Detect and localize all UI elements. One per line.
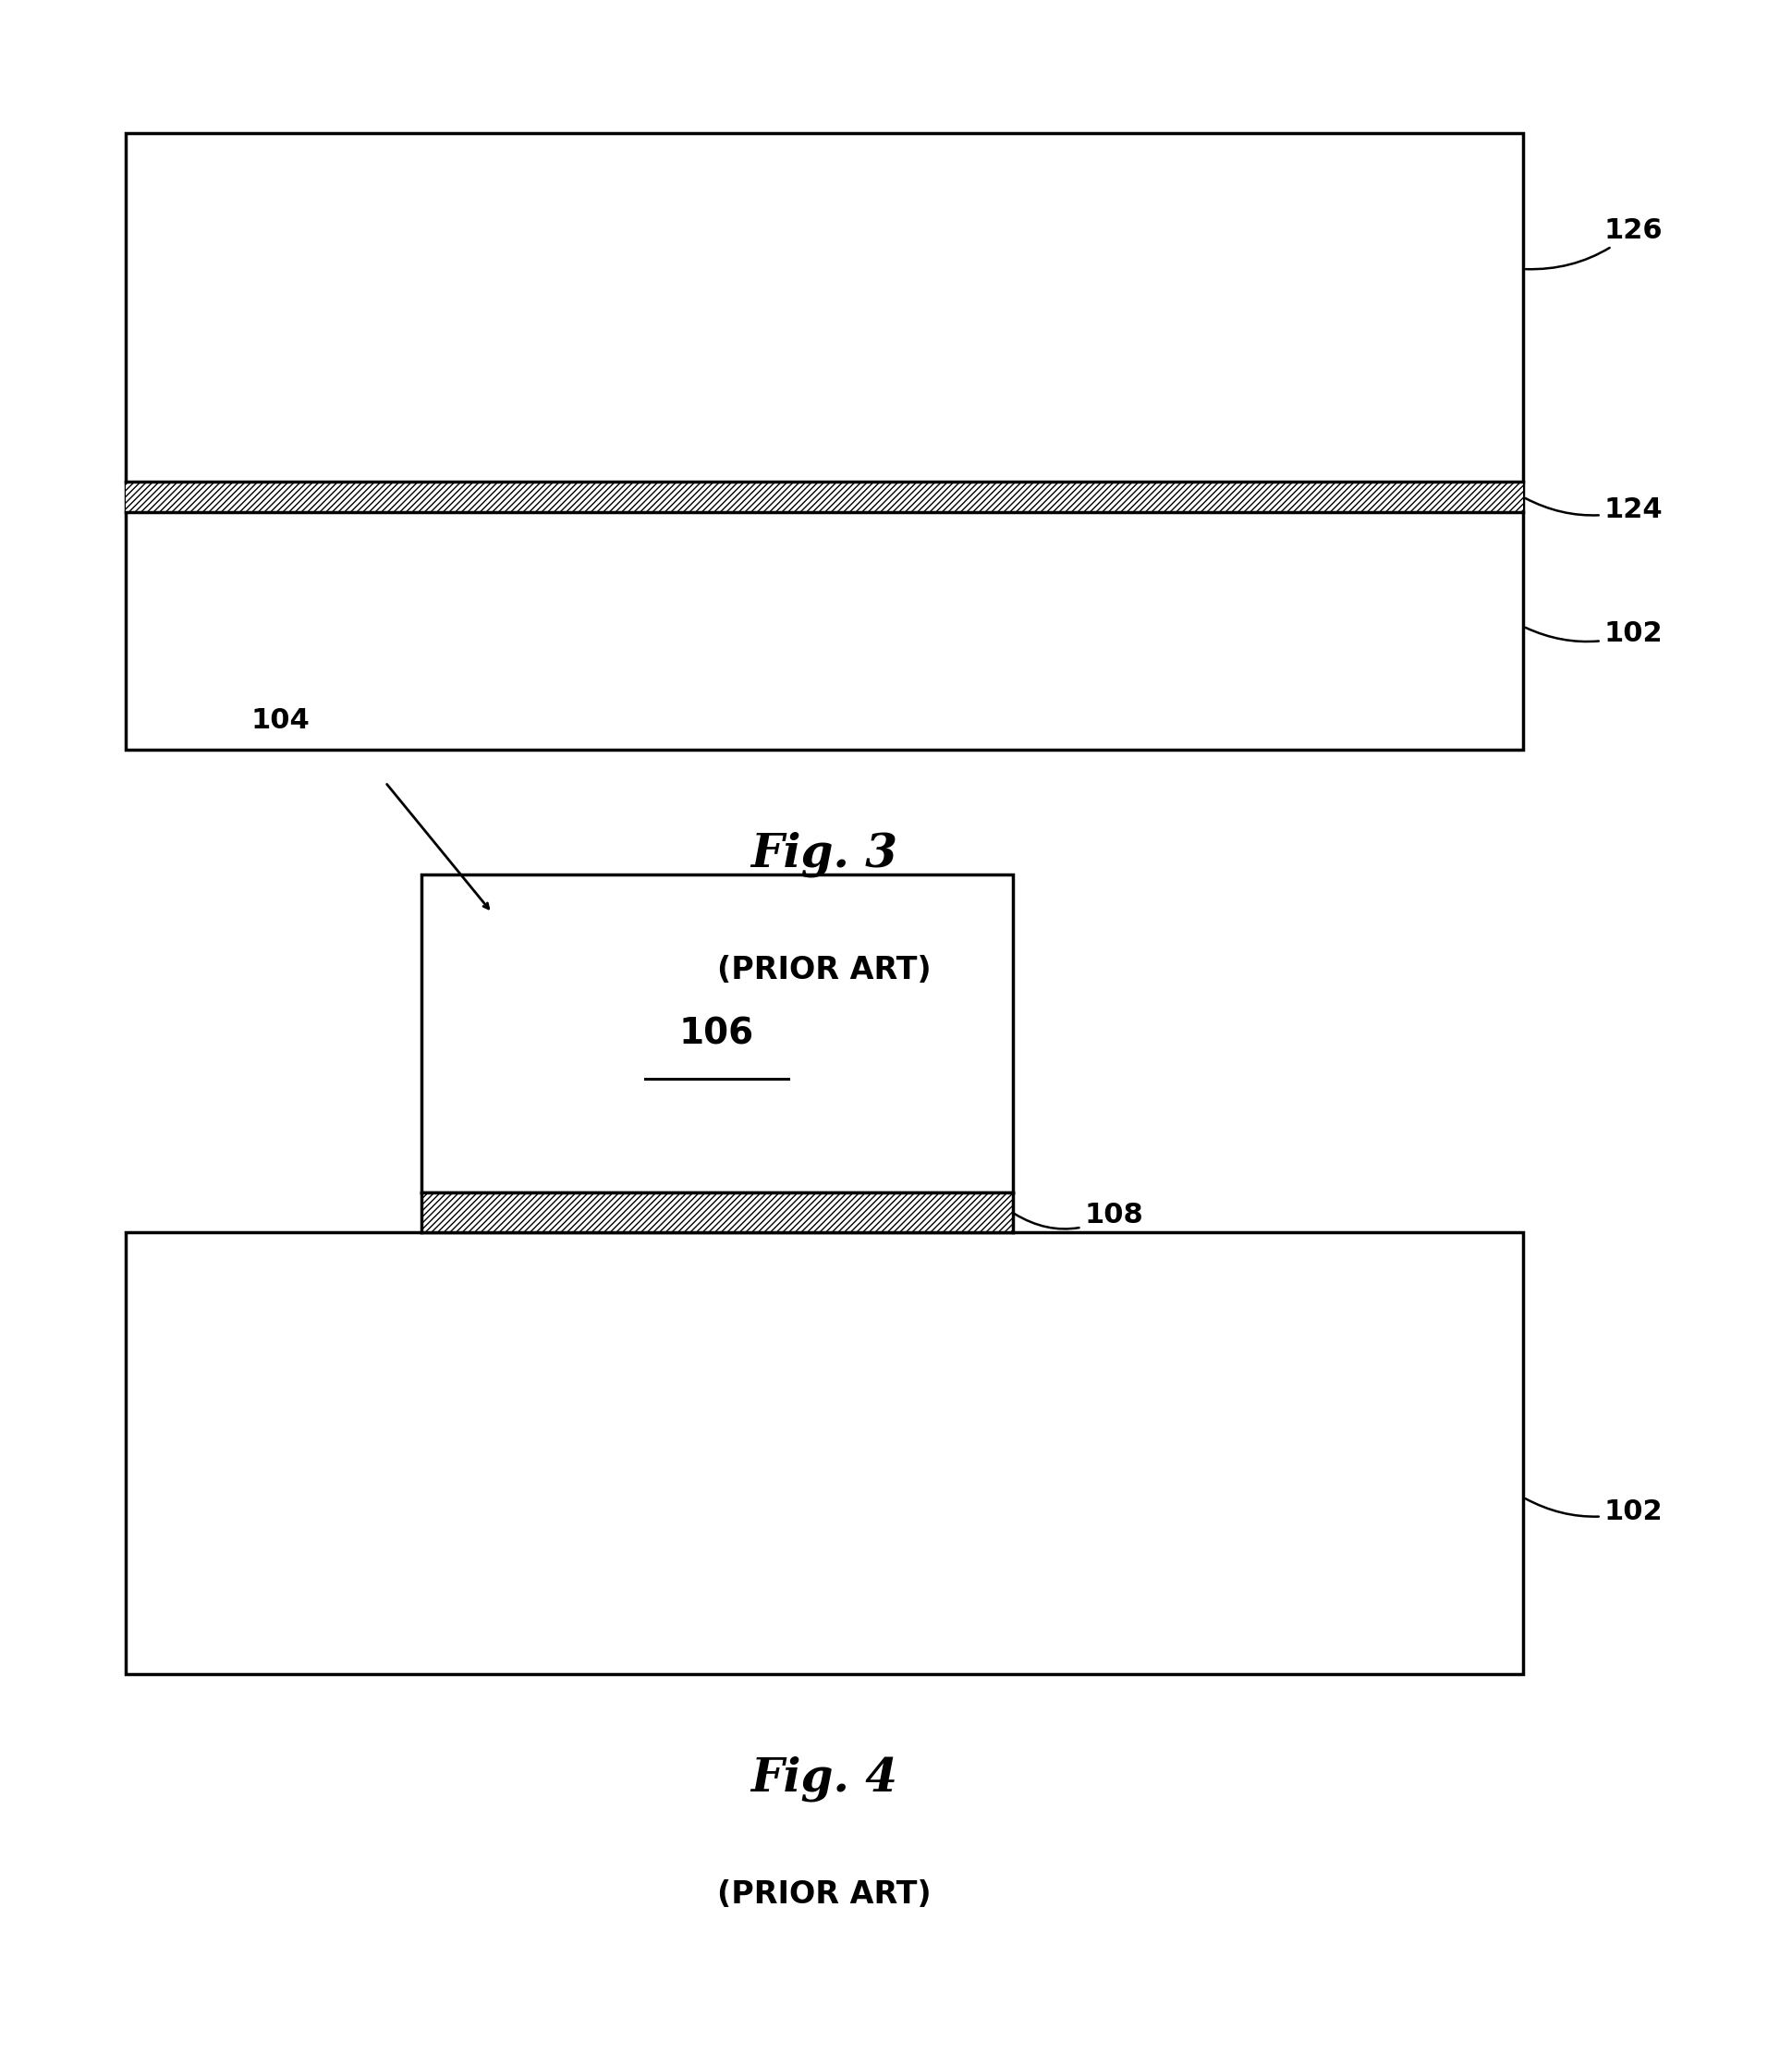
Bar: [421, 1193, 1012, 1232]
Text: (PRIOR ART): (PRIOR ART): [717, 1879, 932, 1910]
Text: 106: 106: [679, 1017, 754, 1052]
Text: 102: 102: [1525, 1497, 1663, 1524]
Text: Fig. 4: Fig. 4: [751, 1756, 898, 1801]
Bar: [125, 483, 1523, 514]
Text: 102: 102: [1525, 620, 1663, 647]
Text: 126: 126: [1525, 218, 1663, 269]
Text: 124: 124: [1525, 497, 1663, 524]
Text: Fig. 3: Fig. 3: [751, 832, 898, 877]
Bar: [421, 875, 1012, 1193]
Text: 108: 108: [1014, 1202, 1143, 1228]
Bar: [125, 134, 1523, 750]
Bar: [125, 1232, 1523, 1674]
Text: 104: 104: [251, 707, 310, 733]
Text: (PRIOR ART): (PRIOR ART): [717, 955, 932, 986]
